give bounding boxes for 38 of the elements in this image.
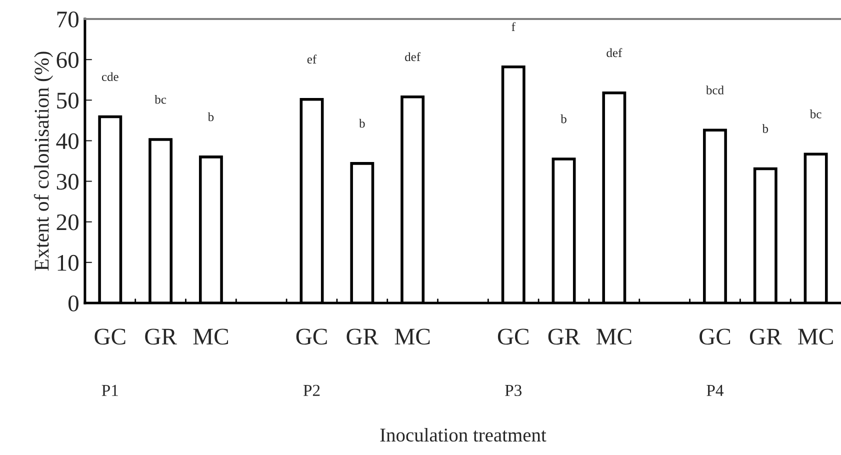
x-tick-label: MC [798,328,833,345]
text: P3 [505,384,522,396]
y-tick-label: 10 [58,254,78,271]
x-tick-label: GR [548,328,580,345]
annotation: bc [810,110,822,118]
annotation: b [208,112,214,122]
annotation: f [512,22,516,31]
x-tick-label: GC [700,328,730,345]
y-tick-label: 60 [56,52,78,68]
annotation: b [560,114,566,124]
text: P4 [706,384,724,396]
x-tick-label: GC [94,328,126,345]
y-tick-label: 30 [56,174,78,190]
annotation: ef [307,54,317,64]
y-tick-label: 70 [57,11,78,28]
text: P2 [303,384,320,396]
annotation: bc [154,94,166,104]
y-tick-label: 40 [56,133,78,150]
text: P1 [102,384,118,396]
annotation: cde [102,72,118,82]
y-tick-label: 0 [68,295,78,312]
x-tick-label: MC [193,328,228,345]
y-tick-label: 50 [57,92,78,109]
x-tick-label: GR [750,328,782,345]
annotation: bcd [706,86,724,94]
x-tick-label: GR [145,328,177,345]
x-tick-label: MC [596,328,632,345]
x-axis-title: Inoculation treatment [380,428,546,442]
annotation: b [359,118,365,128]
x-tick-label: GC [296,328,327,345]
x-tick-label: GC [498,328,528,345]
x-tick-label: GR [346,328,379,345]
annotation: def [606,48,622,58]
y-tick-label: 20 [56,214,78,230]
annotation: b [762,124,768,133]
x-tick-label: MC [394,328,430,345]
y-axis-title: Extent of colonisation (%) [34,52,53,271]
annotation: def [405,52,421,62]
